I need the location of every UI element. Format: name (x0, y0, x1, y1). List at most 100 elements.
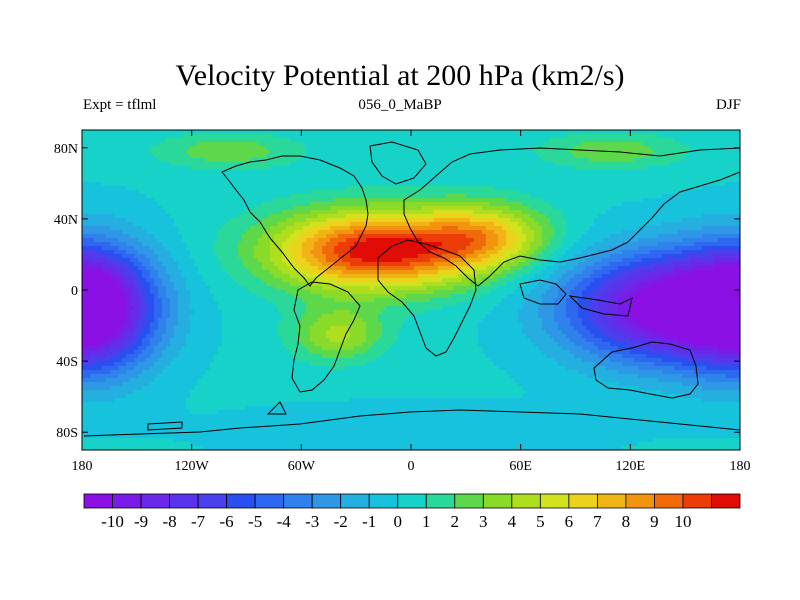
field-cell (334, 222, 339, 227)
field-cell (334, 198, 339, 203)
field-cell (430, 134, 435, 139)
field-cell (606, 182, 611, 187)
field-cell (342, 182, 347, 187)
field-cell (610, 242, 615, 247)
field-cell (694, 154, 699, 159)
field-cell (686, 206, 691, 211)
field-cell (626, 166, 631, 171)
field-cell (362, 178, 367, 183)
field-cell (298, 218, 303, 223)
field-cell (658, 158, 663, 163)
field-cell (170, 230, 175, 235)
field-cell (386, 138, 391, 143)
field-cell (454, 194, 459, 199)
field-cell (474, 202, 479, 207)
field-cell (238, 190, 243, 195)
field-cell (158, 190, 163, 195)
field-cell (338, 238, 343, 243)
field-cell (446, 210, 451, 215)
field-cell (714, 238, 719, 243)
field-cell (366, 242, 371, 247)
field-cell (454, 130, 459, 135)
field-cell (498, 238, 503, 243)
field-cell (398, 170, 403, 175)
field-cell (326, 222, 331, 227)
field-cell (370, 226, 375, 231)
field-cell (358, 182, 363, 187)
field-cell (130, 214, 135, 219)
field-cell (326, 238, 331, 243)
field-cell (394, 130, 399, 135)
field-cell (346, 214, 351, 219)
field-cell (730, 158, 735, 163)
field-cell (518, 146, 523, 151)
field-cell (306, 146, 311, 151)
field-cell (662, 210, 667, 215)
field-cell (374, 154, 379, 159)
field-cell (662, 170, 667, 175)
field-cell (454, 146, 459, 151)
field-cell (478, 218, 483, 223)
field-cell (286, 214, 291, 219)
field-cell (498, 194, 503, 199)
field-cell (246, 218, 251, 223)
field-cell (678, 218, 683, 223)
field-cell (134, 142, 139, 147)
field-cell (314, 234, 319, 239)
field-cell (394, 190, 399, 195)
field-cell (562, 206, 567, 211)
field-cell (386, 154, 391, 159)
field-cell (654, 150, 659, 155)
field-cell (86, 150, 91, 155)
field-cell (598, 242, 603, 247)
field-cell (278, 222, 283, 227)
field-cell (242, 186, 247, 191)
field-cell (366, 198, 371, 203)
field-cell (650, 210, 655, 215)
field-cell (442, 174, 447, 179)
field-cell (154, 238, 159, 243)
field-cell (438, 202, 443, 207)
field-cell (722, 158, 727, 163)
field-cell (410, 194, 415, 199)
field-cell (634, 242, 639, 247)
field-cell (590, 158, 595, 163)
field-cell (478, 186, 483, 191)
field-cell (502, 178, 507, 183)
field-cell (726, 206, 731, 211)
field-cell (250, 190, 255, 195)
field-cell (302, 234, 307, 239)
field-cell (454, 170, 459, 175)
field-cell (110, 226, 115, 231)
field-cell (594, 206, 599, 211)
field-cell (206, 210, 211, 215)
field-cell (738, 202, 741, 207)
field-cell (534, 222, 539, 227)
field-cell (674, 226, 679, 231)
field-cell (634, 202, 639, 207)
field-cell (710, 246, 715, 251)
field-cell (362, 230, 367, 235)
field-cell (726, 238, 731, 243)
field-cell (506, 130, 511, 135)
field-cell (630, 230, 635, 235)
field-cell (414, 150, 419, 155)
field-cell (362, 154, 367, 159)
field-cell (206, 130, 211, 135)
field-cell (642, 166, 647, 171)
field-cell (382, 146, 387, 151)
field-cell (138, 190, 143, 195)
field-cell (314, 170, 319, 175)
field-cell (654, 242, 659, 247)
field-cell (638, 190, 643, 195)
field-cell (378, 206, 383, 211)
field-cell (394, 158, 399, 163)
field-cell (266, 202, 271, 207)
field-cell (318, 238, 323, 243)
field-cell (202, 198, 207, 203)
field-cell (714, 234, 719, 239)
field-cell (382, 202, 387, 207)
field-cell (582, 230, 587, 235)
field-cell (434, 142, 439, 147)
